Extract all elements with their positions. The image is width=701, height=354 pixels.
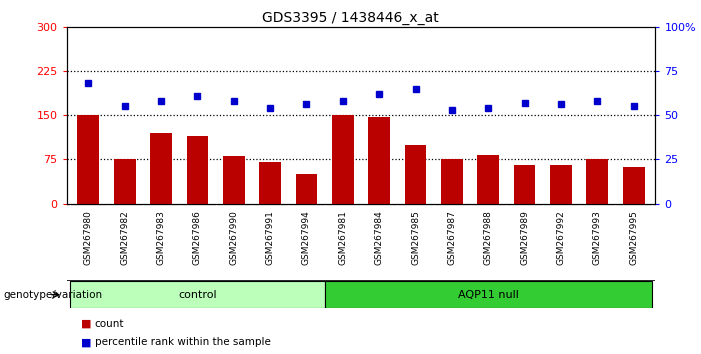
Text: GSM267984: GSM267984 [375, 210, 383, 264]
Bar [296, 174, 318, 204]
Text: control: control [178, 290, 217, 300]
Text: GSM267983: GSM267983 [156, 210, 165, 265]
Bar [477, 155, 499, 204]
Text: GDS3395 / 1438446_x_at: GDS3395 / 1438446_x_at [262, 11, 439, 25]
Text: GSM267995: GSM267995 [629, 210, 638, 265]
Bar [368, 117, 390, 204]
Text: GSM267993: GSM267993 [593, 210, 601, 265]
Text: ■: ■ [81, 337, 91, 348]
Bar [150, 133, 172, 204]
Bar [514, 165, 536, 204]
Text: GSM267991: GSM267991 [266, 210, 275, 265]
Text: percentile rank within the sample: percentile rank within the sample [95, 337, 271, 348]
Bar [325, 281, 652, 308]
Text: GSM267980: GSM267980 [84, 210, 93, 265]
Bar [114, 159, 136, 204]
Text: ■: ■ [81, 319, 91, 329]
Text: GSM267985: GSM267985 [411, 210, 420, 265]
Text: GSM267988: GSM267988 [484, 210, 493, 265]
Bar [622, 167, 644, 204]
Bar [259, 162, 281, 204]
Text: GSM267992: GSM267992 [557, 210, 566, 264]
Bar [332, 115, 354, 204]
Text: GSM267981: GSM267981 [339, 210, 347, 265]
Bar [70, 281, 325, 308]
Bar [404, 144, 426, 204]
Bar [586, 159, 608, 204]
Text: GSM267994: GSM267994 [302, 210, 311, 264]
Text: GSM267986: GSM267986 [193, 210, 202, 265]
Text: AQP11 null: AQP11 null [458, 290, 519, 300]
Text: genotype/variation: genotype/variation [4, 290, 102, 300]
Text: GSM267990: GSM267990 [229, 210, 238, 265]
Bar [441, 159, 463, 204]
Text: GSM267989: GSM267989 [520, 210, 529, 265]
Text: count: count [95, 319, 124, 329]
Text: GSM267982: GSM267982 [121, 210, 129, 264]
Bar [550, 165, 572, 204]
Bar [186, 136, 208, 204]
Text: GSM267987: GSM267987 [447, 210, 456, 265]
Bar [223, 156, 245, 204]
Bar [78, 115, 100, 204]
